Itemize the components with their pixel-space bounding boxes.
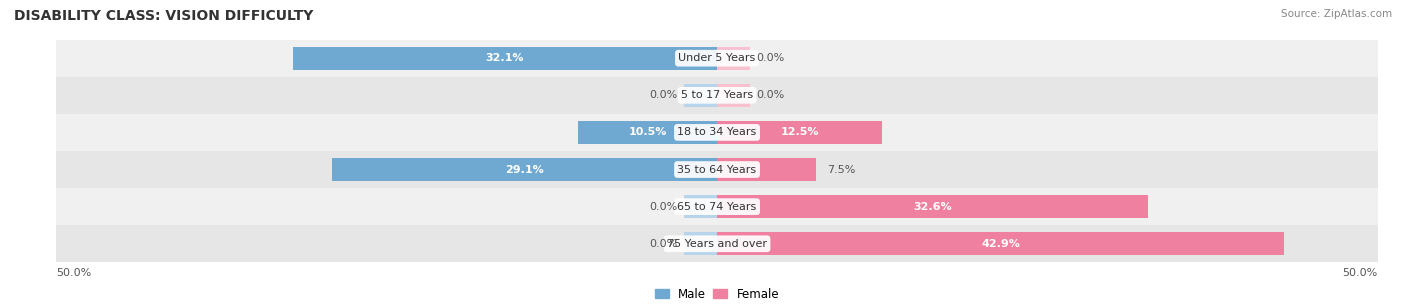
Text: 65 to 74 Years: 65 to 74 Years [678,202,756,212]
Text: 7.5%: 7.5% [827,164,855,174]
Text: 10.5%: 10.5% [628,127,666,138]
Text: 75 Years and over: 75 Years and over [666,239,768,249]
Bar [717,47,751,70]
Bar [56,77,1378,114]
Text: 29.1%: 29.1% [505,164,544,174]
Bar [717,158,815,181]
Bar [717,84,751,107]
Text: 0.0%: 0.0% [756,53,785,63]
Bar [717,195,1147,218]
Bar [685,84,717,107]
Text: Under 5 Years: Under 5 Years [679,53,755,63]
Bar [717,232,1284,255]
Text: 50.0%: 50.0% [1343,268,1378,278]
Bar [56,40,1378,77]
Legend: Male, Female: Male, Female [650,283,785,305]
Text: 0.0%: 0.0% [756,90,785,100]
Text: DISABILITY CLASS: VISION DIFFICULTY: DISABILITY CLASS: VISION DIFFICULTY [14,9,314,23]
Text: 0.0%: 0.0% [650,202,678,212]
Bar [717,121,883,144]
Bar [56,225,1378,262]
Bar [332,158,717,181]
Text: 42.9%: 42.9% [981,239,1019,249]
Bar [685,232,717,255]
Text: 12.5%: 12.5% [780,127,818,138]
Text: 0.0%: 0.0% [650,239,678,249]
Text: 5 to 17 Years: 5 to 17 Years [681,90,754,100]
Text: 32.6%: 32.6% [912,202,952,212]
Bar [56,151,1378,188]
Text: Source: ZipAtlas.com: Source: ZipAtlas.com [1281,9,1392,19]
Text: 0.0%: 0.0% [650,90,678,100]
Bar [56,188,1378,225]
Bar [56,114,1378,151]
Bar [578,121,717,144]
Text: 50.0%: 50.0% [56,268,91,278]
Text: 32.1%: 32.1% [485,53,524,63]
Text: 35 to 64 Years: 35 to 64 Years [678,164,756,174]
Bar [685,195,717,218]
Text: 18 to 34 Years: 18 to 34 Years [678,127,756,138]
Bar [292,47,717,70]
